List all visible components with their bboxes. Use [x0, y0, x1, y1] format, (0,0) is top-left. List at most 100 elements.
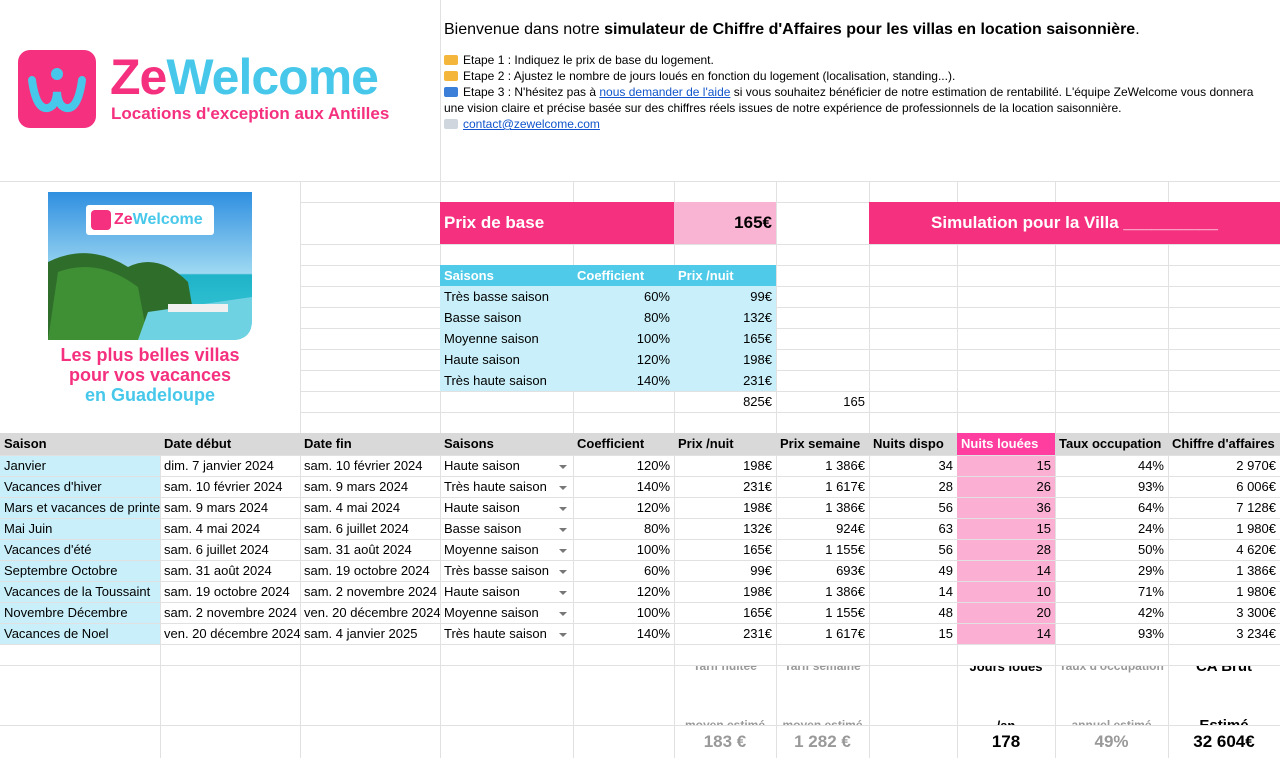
- schedule-cell: Moyenne saison: [444, 542, 539, 557]
- seasons-cell: 80%: [573, 307, 674, 328]
- dropdown-arrow[interactable]: [559, 507, 567, 511]
- promo-line: pour vos vacances: [68, 365, 232, 385]
- schedule-cell: 1 386€: [825, 458, 865, 473]
- grid-line: [300, 370, 1280, 371]
- grid-line: [0, 518, 1280, 519]
- promo-text: Les plus belles villas pour vos vacances…: [0, 345, 300, 405]
- schedule-cell: Vacances de Noel: [0, 624, 160, 644]
- schedule-cell: ven. 20 décembre 2024: [304, 605, 440, 620]
- schedule-cell: 48: [938, 605, 953, 620]
- schedule-cell: Mai Juin: [0, 519, 160, 539]
- schedule-cell: 64%: [1137, 500, 1164, 515]
- dropdown-arrow[interactable]: [559, 465, 567, 469]
- schedule-cell: 28: [957, 540, 1055, 560]
- schedule-cell: Haute saison: [444, 584, 520, 599]
- schedule-cell: 49: [938, 563, 953, 578]
- seasons-cell: 99€: [674, 286, 776, 307]
- schedule-header: Saison: [0, 433, 160, 455]
- seasons-header: Saisons: [440, 265, 573, 286]
- seasons-cell: Haute saison: [440, 349, 573, 370]
- seasons-cell: 100%: [573, 328, 674, 349]
- schedule-cell: 1 980€: [1236, 521, 1276, 536]
- grid-line: [300, 391, 1280, 392]
- seasons-cell: Très basse saison: [440, 286, 573, 307]
- schedule-cell: sam. 19 octobre 2024: [304, 563, 430, 578]
- schedule-header: Taux occupation: [1055, 433, 1168, 455]
- schedule-cell: Très basse saison: [444, 563, 550, 578]
- grid-line: [0, 539, 1280, 540]
- schedule-cell: 198€: [743, 584, 772, 599]
- schedule-cell: 14: [938, 584, 953, 599]
- schedule-cell: 29%: [1137, 563, 1164, 578]
- summary-label: Tarif nuitée moyen estimé: [684, 666, 766, 725]
- seasons-cell: 120%: [573, 349, 674, 370]
- schedule-cell: Vacances de la Toussaint: [0, 582, 160, 602]
- schedule-cell: 3 234€: [1236, 626, 1276, 641]
- schedule-cell: Très haute saison: [444, 626, 547, 641]
- seasons-cell: Basse saison: [440, 307, 573, 328]
- grid-line: [1168, 181, 1169, 758]
- seasons-header: Prix /nuit: [674, 265, 776, 286]
- schedule-cell: 231€: [743, 626, 772, 641]
- schedule-cell: 36: [957, 498, 1055, 518]
- help-link[interactable]: nous demander de l'aide: [599, 85, 731, 99]
- dropdown-arrow[interactable]: [559, 486, 567, 490]
- grid-line: [1055, 181, 1056, 758]
- grid-line: [0, 623, 1280, 624]
- schedule-cell: 34: [938, 458, 953, 473]
- contact-link[interactable]: contact@zewelcome.com: [463, 117, 600, 131]
- schedule-cell: 165€: [743, 542, 772, 557]
- grid-line: [0, 581, 1280, 582]
- summary-value: 183 €: [703, 732, 747, 751]
- grid-line: [300, 244, 1280, 245]
- schedule-cell: sam. 4 mai 2024: [164, 521, 261, 536]
- simulation-title: Simulation pour la Villa __________: [869, 202, 1280, 244]
- intro: Bienvenue dans notre simulateur de Chiff…: [444, 22, 1274, 132]
- schedule-cell: 80%: [643, 521, 670, 536]
- schedule-cell: 71%: [1137, 584, 1164, 599]
- schedule-cell: Novembre Décembre: [0, 603, 160, 623]
- schedule-cell: 120%: [636, 500, 670, 515]
- grid-line: [0, 725, 1280, 726]
- schedule-cell: 42%: [1137, 605, 1164, 620]
- schedule-cell: 50%: [1137, 542, 1164, 557]
- schedule-cell: 6 006€: [1236, 479, 1276, 494]
- schedule-cell: 132€: [743, 521, 772, 536]
- schedule-header: Saisons: [440, 433, 573, 455]
- schedule-cell: 1 386€: [1236, 563, 1276, 578]
- schedule-cell: sam. 9 mars 2024: [164, 500, 269, 515]
- dropdown-arrow[interactable]: [559, 633, 567, 637]
- dropdown-arrow[interactable]: [559, 528, 567, 532]
- schedule-cell: sam. 19 octobre 2024: [164, 584, 290, 599]
- step-text: Etape 3 : N'hésitez pas à: [463, 85, 600, 99]
- grid-line: [300, 412, 1280, 413]
- dropdown-arrow[interactable]: [559, 591, 567, 595]
- schedule-cell: 120%: [636, 458, 670, 473]
- step-text: Etape 2 : Ajustez le nombre de jours lou…: [463, 69, 956, 83]
- step: Etape 2 : Ajustez le nombre de jours lou…: [444, 68, 1274, 84]
- grid-line: [0, 455, 1280, 456]
- schedule-cell: 56: [938, 500, 953, 515]
- dropdown-arrow[interactable]: [559, 612, 567, 616]
- step-text: si vous souhaitez bénéficier de notre es…: [444, 85, 1254, 115]
- schedule-cell: 93%: [1137, 626, 1164, 641]
- schedule-header: Nuits dispo: [869, 433, 957, 455]
- promo-logo: ZeWelcome: [86, 205, 214, 235]
- schedule-header: Date fin: [300, 433, 440, 455]
- schedule-cell: Haute saison: [444, 500, 520, 515]
- brand-name: ZeWelcome: [110, 48, 379, 106]
- schedule-cell: 120%: [636, 584, 670, 599]
- schedule-cell: 56: [938, 542, 953, 557]
- schedule-cell: 198€: [743, 458, 772, 473]
- schedule-cell: Haute saison: [444, 458, 520, 473]
- welcome-prefix: Bienvenue dans notre: [444, 21, 605, 38]
- schedule-cell: 15: [957, 519, 1055, 539]
- dropdown-arrow[interactable]: [559, 570, 567, 574]
- dropdown-arrow[interactable]: [559, 549, 567, 553]
- schedule-cell: Très haute saison: [444, 479, 547, 494]
- schedule-cell: 231€: [743, 479, 772, 494]
- schedule-cell: 99€: [750, 563, 772, 578]
- schedule-cell: sam. 9 mars 2024: [304, 479, 409, 494]
- summary-value: 32 604€: [1193, 732, 1255, 751]
- schedule-cell: 3 300€: [1236, 605, 1276, 620]
